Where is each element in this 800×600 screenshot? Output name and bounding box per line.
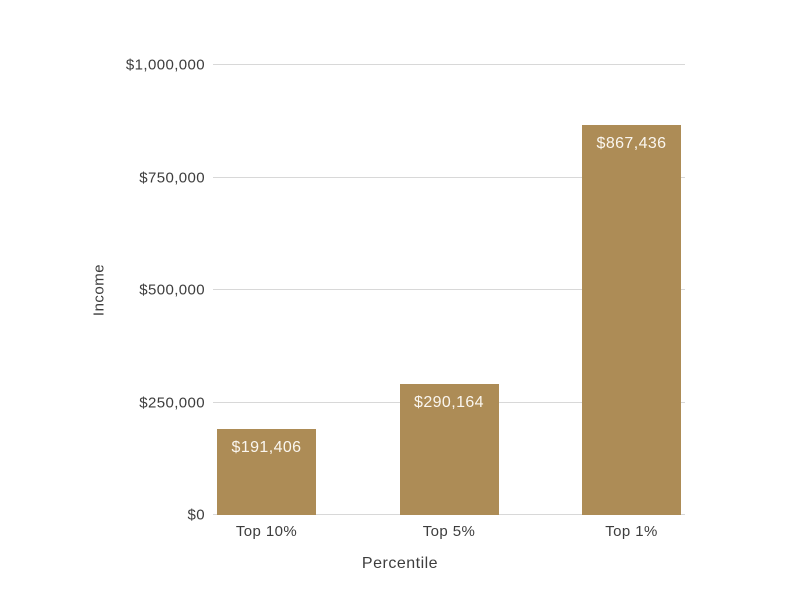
x-tick-label-top-10: Top 10% xyxy=(235,523,298,540)
bars: $191,406 $290,164 $867,436 xyxy=(213,65,685,515)
gridline xyxy=(213,289,685,290)
y-tick-label: $750,000 xyxy=(139,169,205,186)
x-axis-tick-labels: Top 10% Top 5% Top 1% xyxy=(213,523,685,540)
bar-value-label: $191,406 xyxy=(231,438,302,456)
y-tick-label: $250,000 xyxy=(139,394,205,411)
bar-top-1: $867,436 xyxy=(582,124,681,515)
y-axis-tick-labels: $0 $250,000 $500,000 $750,000 $1,000,000 xyxy=(0,57,205,524)
x-axis-title: Percentile xyxy=(361,555,439,572)
bar-value-label: $290,164 xyxy=(414,394,484,412)
gridline xyxy=(213,176,685,178)
bar-top-5: $290,164 xyxy=(399,384,499,515)
y-tick-label: $1,000,000 xyxy=(125,56,205,74)
plot-area: $191,406 $290,164 $867,436 xyxy=(213,64,685,515)
bar-value-label: $867,436 xyxy=(596,134,667,152)
y-tick-label: $500,000 xyxy=(139,281,205,299)
bar-top-10: $191,406 xyxy=(217,428,316,515)
x-tick-label-top-1: Top 1% xyxy=(605,523,658,540)
x-tick-label-top-5: Top 5% xyxy=(422,523,476,540)
gridline xyxy=(213,64,685,65)
y-tick-label: $0 xyxy=(187,506,205,524)
